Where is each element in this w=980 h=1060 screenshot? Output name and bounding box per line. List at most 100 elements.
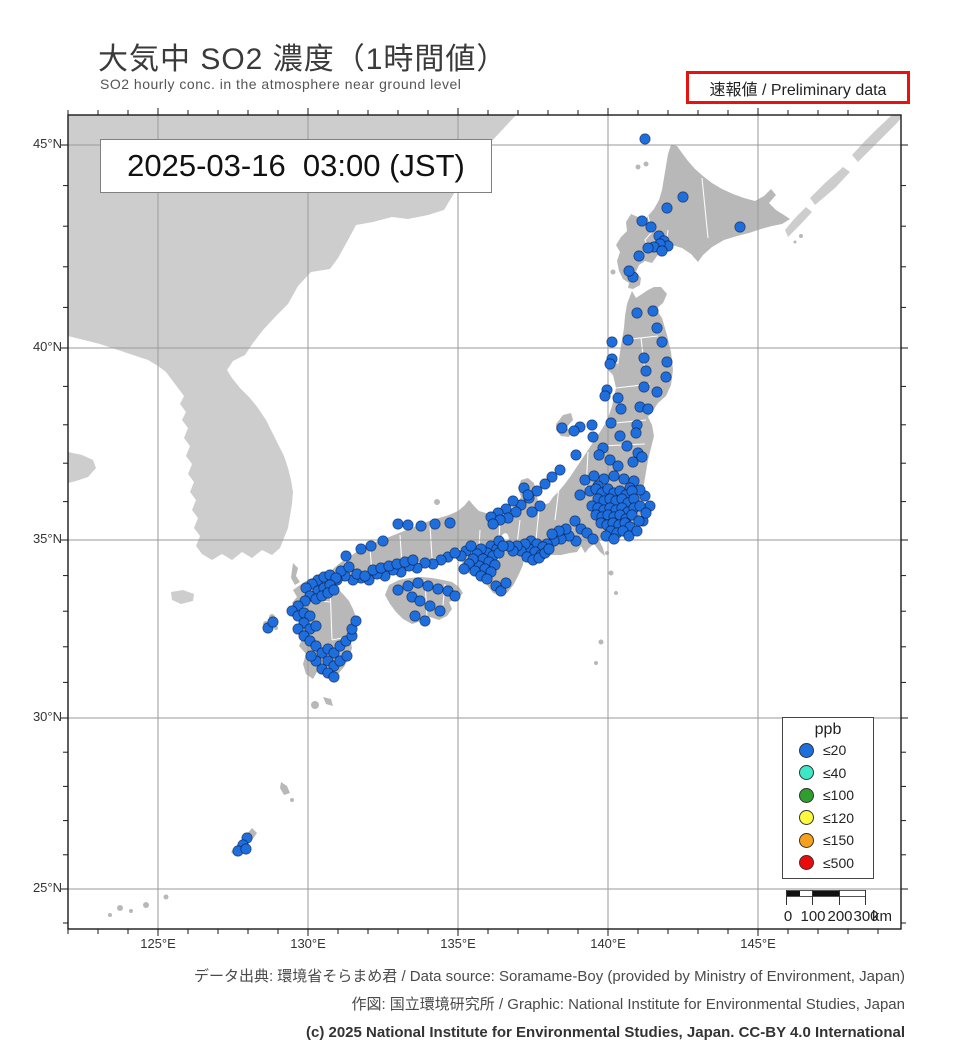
page-subtitle: SO2 hourly conc. in the atmosphere near … — [100, 76, 462, 92]
station-dot — [630, 427, 642, 439]
station-dot — [651, 386, 663, 398]
scale-label-300: 300 — [853, 908, 879, 925]
station-dot — [656, 245, 668, 257]
legend-label: ≤120 — [823, 809, 855, 826]
legend-label: ≤20 — [823, 742, 847, 759]
station-dot — [618, 473, 630, 485]
station-dot — [588, 470, 600, 482]
station-dot — [608, 533, 620, 545]
station-dot — [615, 403, 627, 415]
station-dot — [586, 419, 598, 431]
timestamp-box: 2025-03-16 03:00 (JST) — [100, 139, 492, 193]
landmass-layer — [68, 115, 901, 917]
station-dot — [636, 215, 648, 227]
station-dot — [642, 242, 654, 254]
legend-dot-orange-icon — [799, 832, 814, 848]
station-dot — [605, 417, 617, 429]
legend-label: ≤40 — [823, 764, 847, 781]
station-dot — [543, 543, 555, 555]
station-dot — [449, 590, 461, 602]
legend-row: ≤150 — [783, 829, 873, 852]
station-dot — [422, 580, 434, 592]
station-dot — [612, 460, 624, 472]
lat-axis-label: 35°N — [32, 531, 62, 546]
station-dot — [623, 265, 635, 277]
station-dot — [633, 515, 645, 527]
legend-dot-green-icon — [799, 787, 814, 803]
station-dot — [614, 430, 626, 442]
station-dot — [458, 563, 470, 575]
station-dot — [636, 451, 648, 463]
station-dot — [392, 518, 404, 530]
station-dot — [526, 506, 538, 518]
station-dot — [568, 425, 580, 437]
legend-dot-red-icon — [799, 855, 814, 871]
station-dot — [622, 334, 634, 346]
legend-row: ≤40 — [783, 762, 873, 785]
legend-dot-blue-icon — [799, 742, 814, 758]
station-dot — [661, 356, 673, 368]
lon-axis-label: 135°E — [440, 936, 476, 951]
legend-label: ≤100 — [823, 787, 855, 804]
station-dot — [574, 489, 586, 501]
station-dot — [546, 528, 558, 540]
station-dot — [497, 540, 509, 552]
station-dot — [240, 843, 252, 855]
station-dot — [350, 615, 362, 627]
station-dot — [604, 454, 616, 466]
station-dot — [640, 365, 652, 377]
station-dot — [465, 540, 477, 552]
station-dot — [647, 305, 659, 317]
legend-row: ≤20 — [783, 739, 873, 762]
station-dot — [365, 540, 377, 552]
station-dot — [651, 322, 663, 334]
station-dot — [638, 352, 650, 364]
station-dot — [569, 515, 581, 527]
scale-label-200: 200 — [827, 908, 853, 925]
station-dot — [546, 471, 558, 483]
station-dot — [534, 500, 546, 512]
legend: ppb ≤20 ≤40 ≤100 ≤120 ≤150 ≤500 — [782, 717, 874, 879]
station-dot — [656, 336, 668, 348]
station-dot — [424, 600, 436, 612]
station-dot — [633, 250, 645, 262]
station-dot — [328, 584, 340, 596]
scale-unit: km — [872, 908, 892, 925]
station-dot — [407, 554, 419, 566]
data-source-line: データ出典: 環境省そらまめ君 / Data source: Soramame-… — [193, 968, 905, 985]
station-dots-layer — [232, 133, 746, 857]
scale-bar: 0 100 200 300 km — [784, 886, 916, 926]
station-dot — [359, 570, 371, 582]
station-dot — [593, 449, 605, 461]
station-dot — [412, 577, 424, 589]
station-dot — [409, 610, 421, 622]
scale-label-0: 0 — [783, 908, 793, 925]
legend-label: ≤150 — [823, 832, 855, 849]
station-dot — [642, 403, 654, 415]
station-dot — [734, 221, 746, 233]
graphic-credit-line: 作図: 国立環境研究所 / Graphic: National Institut… — [351, 996, 905, 1013]
station-dot — [487, 518, 499, 530]
station-dot — [556, 422, 568, 434]
preliminary-data-badge: 速報値 / Preliminary data — [686, 71, 910, 104]
station-dot — [449, 547, 461, 559]
station-dot — [414, 595, 426, 607]
copyright-line: (c) 2025 National Institute for Environm… — [305, 1024, 905, 1041]
legend-row: ≤120 — [783, 807, 873, 830]
station-dot — [419, 615, 431, 627]
station-dot — [495, 585, 507, 597]
station-dot — [570, 449, 582, 461]
preliminary-data-label: 速報値 / Preliminary data — [709, 81, 887, 99]
station-dot — [661, 202, 673, 214]
lat-axis-label: 45°N — [32, 136, 62, 151]
station-dot — [434, 605, 446, 617]
station-dot — [481, 573, 493, 585]
station-dot — [660, 371, 672, 383]
station-dot — [444, 517, 456, 529]
station-dot — [305, 650, 317, 662]
station-dot — [355, 543, 367, 555]
timestamp: 2025-03-16 03:00 (JST) — [127, 148, 465, 183]
scale-bar-segments — [786, 890, 866, 897]
station-dot — [429, 518, 441, 530]
